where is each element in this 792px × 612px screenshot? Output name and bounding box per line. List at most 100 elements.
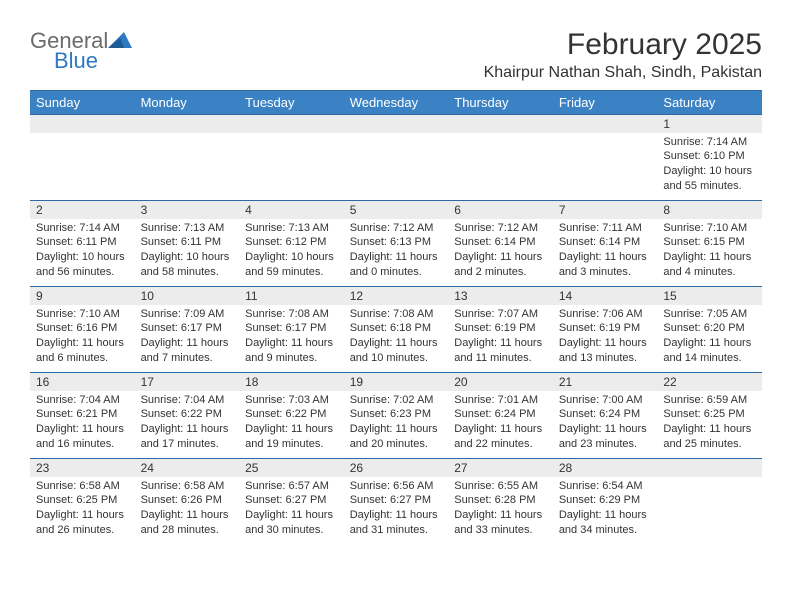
daylight-text: Daylight: 11 hours and 26 minutes.	[36, 508, 129, 538]
day-detail-cell: Sunrise: 7:08 AMSunset: 6:17 PMDaylight:…	[239, 305, 344, 373]
day-detail-cell: Sunrise: 7:07 AMSunset: 6:19 PMDaylight:…	[448, 305, 553, 373]
daynum-row: 2345678	[30, 201, 762, 219]
day-number-cell: 13	[448, 287, 553, 305]
sunset-text: Sunset: 6:15 PM	[663, 235, 756, 250]
sunrise-text: Sunrise: 7:12 AM	[350, 221, 443, 236]
sunrise-text: Sunrise: 7:10 AM	[663, 221, 756, 236]
month-title: February 2025	[484, 28, 762, 62]
sunrise-text: Sunrise: 7:11 AM	[559, 221, 652, 236]
sunrise-text: Sunrise: 6:59 AM	[663, 393, 756, 408]
weekday-header: Thursday	[448, 91, 553, 115]
day-detail-cell: Sunrise: 6:56 AMSunset: 6:27 PMDaylight:…	[344, 477, 449, 545]
sunset-text: Sunset: 6:27 PM	[245, 493, 338, 508]
sunrise-text: Sunrise: 7:04 AM	[141, 393, 234, 408]
sunrise-text: Sunrise: 7:09 AM	[141, 307, 234, 322]
detail-row: Sunrise: 7:04 AMSunset: 6:21 PMDaylight:…	[30, 391, 762, 459]
sunset-text: Sunset: 6:17 PM	[245, 321, 338, 336]
daylight-text: Daylight: 11 hours and 33 minutes.	[454, 508, 547, 538]
daylight-text: Daylight: 11 hours and 19 minutes.	[245, 422, 338, 452]
weekday-header: Friday	[553, 91, 658, 115]
sunset-text: Sunset: 6:17 PM	[141, 321, 234, 336]
day-number-cell	[344, 115, 449, 133]
day-number-cell: 22	[657, 373, 762, 391]
sunset-text: Sunset: 6:22 PM	[245, 407, 338, 422]
day-detail-cell: Sunrise: 7:04 AMSunset: 6:21 PMDaylight:…	[30, 391, 135, 459]
weekday-header: Monday	[135, 91, 240, 115]
day-detail-cell: Sunrise: 6:58 AMSunset: 6:26 PMDaylight:…	[135, 477, 240, 545]
sunset-text: Sunset: 6:25 PM	[36, 493, 129, 508]
daylight-text: Daylight: 10 hours and 59 minutes.	[245, 250, 338, 280]
sunrise-text: Sunrise: 7:05 AM	[663, 307, 756, 322]
daylight-text: Daylight: 11 hours and 10 minutes.	[350, 336, 443, 366]
day-number-cell	[448, 115, 553, 133]
day-number-cell: 9	[30, 287, 135, 305]
daynum-row: 232425262728	[30, 459, 762, 477]
sunset-text: Sunset: 6:10 PM	[663, 149, 756, 164]
daylight-text: Daylight: 11 hours and 30 minutes.	[245, 508, 338, 538]
daylight-text: Daylight: 11 hours and 4 minutes.	[663, 250, 756, 280]
sunset-text: Sunset: 6:19 PM	[454, 321, 547, 336]
weekday-header: Tuesday	[239, 91, 344, 115]
day-detail-cell: Sunrise: 7:12 AMSunset: 6:14 PMDaylight:…	[448, 219, 553, 287]
daylight-text: Daylight: 11 hours and 16 minutes.	[36, 422, 129, 452]
day-number-cell: 26	[344, 459, 449, 477]
day-detail-cell	[657, 477, 762, 545]
day-number-cell: 8	[657, 201, 762, 219]
day-detail-cell: Sunrise: 6:58 AMSunset: 6:25 PMDaylight:…	[30, 477, 135, 545]
logo-icon	[108, 32, 132, 48]
daylight-text: Daylight: 11 hours and 17 minutes.	[141, 422, 234, 452]
sunset-text: Sunset: 6:21 PM	[36, 407, 129, 422]
day-detail-cell: Sunrise: 7:09 AMSunset: 6:17 PMDaylight:…	[135, 305, 240, 373]
sunrise-text: Sunrise: 7:14 AM	[36, 221, 129, 236]
day-number-cell	[553, 115, 658, 133]
sunrise-text: Sunrise: 7:08 AM	[245, 307, 338, 322]
daylight-text: Daylight: 11 hours and 6 minutes.	[36, 336, 129, 366]
sunrise-text: Sunrise: 7:10 AM	[36, 307, 129, 322]
day-number-cell: 20	[448, 373, 553, 391]
logo-text-blue: Blue	[54, 48, 98, 74]
day-detail-cell: Sunrise: 6:54 AMSunset: 6:29 PMDaylight:…	[553, 477, 658, 545]
day-detail-cell: Sunrise: 7:12 AMSunset: 6:13 PMDaylight:…	[344, 219, 449, 287]
calendar-table: Sunday Monday Tuesday Wednesday Thursday…	[30, 90, 762, 545]
sunrise-text: Sunrise: 7:02 AM	[350, 393, 443, 408]
sunrise-text: Sunrise: 6:57 AM	[245, 479, 338, 494]
day-number-cell: 2	[30, 201, 135, 219]
day-number-cell	[30, 115, 135, 133]
daylight-text: Daylight: 11 hours and 20 minutes.	[350, 422, 443, 452]
daylight-text: Daylight: 10 hours and 55 minutes.	[663, 164, 756, 194]
day-number-cell: 6	[448, 201, 553, 219]
sunset-text: Sunset: 6:24 PM	[454, 407, 547, 422]
sunset-text: Sunset: 6:25 PM	[663, 407, 756, 422]
sunrise-text: Sunrise: 7:13 AM	[141, 221, 234, 236]
day-detail-cell: Sunrise: 7:02 AMSunset: 6:23 PMDaylight:…	[344, 391, 449, 459]
logo: General Blue	[30, 28, 140, 72]
sunset-text: Sunset: 6:13 PM	[350, 235, 443, 250]
day-detail-cell: Sunrise: 6:59 AMSunset: 6:25 PMDaylight:…	[657, 391, 762, 459]
sunset-text: Sunset: 6:20 PM	[663, 321, 756, 336]
day-number-cell	[657, 459, 762, 477]
day-detail-cell	[239, 133, 344, 201]
day-detail-cell: Sunrise: 6:57 AMSunset: 6:27 PMDaylight:…	[239, 477, 344, 545]
daylight-text: Daylight: 11 hours and 14 minutes.	[663, 336, 756, 366]
sunset-text: Sunset: 6:11 PM	[36, 235, 129, 250]
daylight-text: Daylight: 11 hours and 13 minutes.	[559, 336, 652, 366]
day-number-cell: 25	[239, 459, 344, 477]
sunrise-text: Sunrise: 7:12 AM	[454, 221, 547, 236]
daynum-row: 1	[30, 115, 762, 133]
sunset-text: Sunset: 6:12 PM	[245, 235, 338, 250]
day-detail-cell: Sunrise: 7:05 AMSunset: 6:20 PMDaylight:…	[657, 305, 762, 373]
sunrise-text: Sunrise: 7:06 AM	[559, 307, 652, 322]
daylight-text: Daylight: 11 hours and 23 minutes.	[559, 422, 652, 452]
sunset-text: Sunset: 6:24 PM	[559, 407, 652, 422]
day-detail-cell: Sunrise: 7:06 AMSunset: 6:19 PMDaylight:…	[553, 305, 658, 373]
day-number-cell: 4	[239, 201, 344, 219]
day-detail-cell: Sunrise: 7:08 AMSunset: 6:18 PMDaylight:…	[344, 305, 449, 373]
sunrise-text: Sunrise: 7:03 AM	[245, 393, 338, 408]
day-detail-cell: Sunrise: 7:14 AMSunset: 6:10 PMDaylight:…	[657, 133, 762, 201]
daylight-text: Daylight: 11 hours and 11 minutes.	[454, 336, 547, 366]
day-number-cell: 3	[135, 201, 240, 219]
sunset-text: Sunset: 6:14 PM	[559, 235, 652, 250]
sunset-text: Sunset: 6:26 PM	[141, 493, 234, 508]
sunrise-text: Sunrise: 7:14 AM	[663, 135, 756, 150]
day-detail-cell: Sunrise: 7:10 AMSunset: 6:15 PMDaylight:…	[657, 219, 762, 287]
